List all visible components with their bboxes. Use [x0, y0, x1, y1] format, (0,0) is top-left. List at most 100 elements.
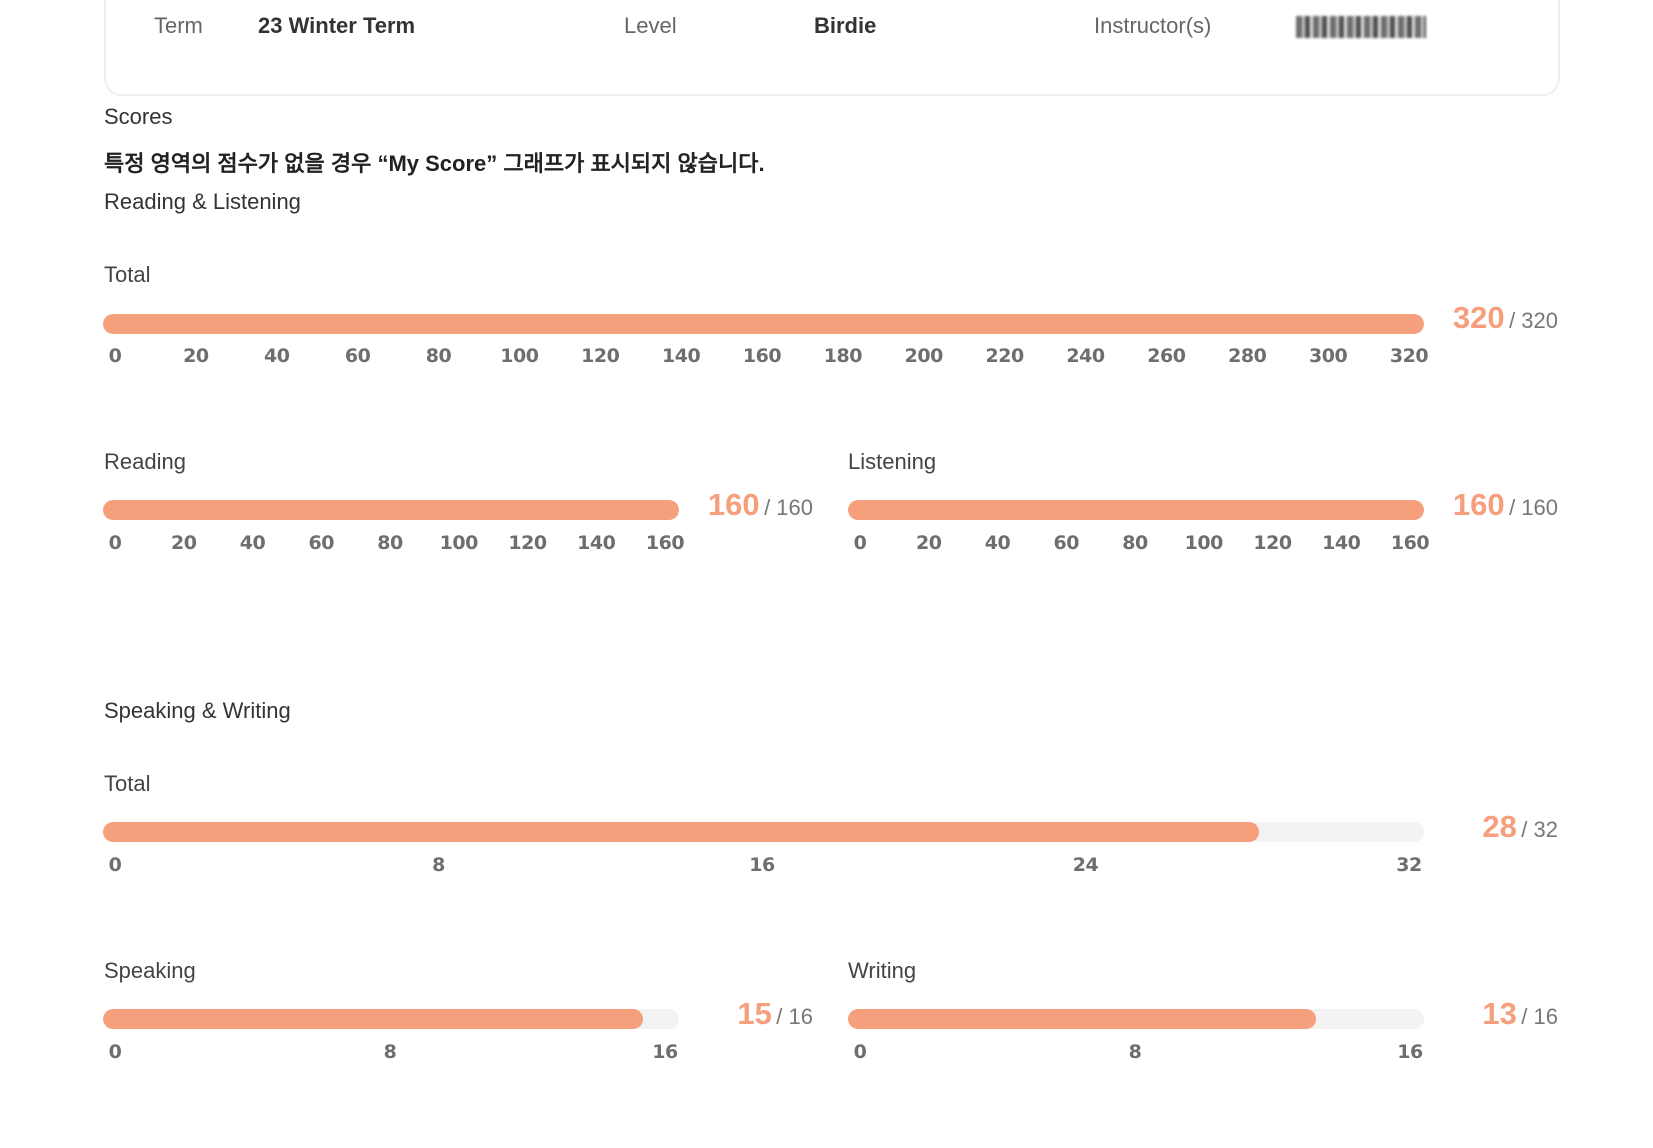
level-value: Birdie: [814, 13, 877, 38]
axis-tick-label: 140: [1322, 532, 1361, 554]
axis-tick-label: 60: [1053, 532, 1080, 554]
listening-track: [848, 500, 1424, 520]
reading-score-max: / 160: [764, 495, 813, 520]
axis-tick-label: 100: [500, 345, 539, 367]
axis-tick-label: 300: [1309, 345, 1348, 367]
axis-tick-label: 8: [1128, 1041, 1142, 1063]
axis-tick-label: 320: [1389, 345, 1429, 367]
sw-total-track: [103, 822, 1424, 842]
reading-score: 160 / 160: [708, 487, 813, 523]
axis-tick-label: 8: [383, 1041, 397, 1063]
axis-tick-label: 140: [577, 532, 616, 554]
rl-total-score-max: / 320: [1509, 308, 1558, 333]
sw-total-score-value: 28: [1482, 809, 1517, 844]
rl-total-track: [103, 314, 1424, 334]
writing-score-value: 13: [1482, 996, 1517, 1031]
reading-fill: [103, 500, 679, 520]
instructor-name-redacted: [1296, 16, 1426, 38]
sw-total-score: 28 / 32: [1482, 809, 1558, 845]
instructor-label: Instructor(s): [1094, 13, 1212, 38]
rl-total-axis: 0 20 40 60 80 100 120 140 160 180 200 220 240 260 280 3…: [109, 345, 1429, 369]
axis-tick-label: 140: [662, 345, 701, 367]
sw-total-fill: [103, 822, 1259, 842]
axis-tick-label: 0: [108, 1041, 122, 1063]
axis-tick-label: 80: [1122, 532, 1148, 554]
section-title-reading-listening: Reading & Listening: [104, 189, 301, 214]
speaking-score: 15 / 16: [737, 996, 813, 1032]
axis-tick-label: 160: [742, 345, 782, 367]
axis-tick-label: 200: [904, 345, 944, 367]
axis-tick-label: 20: [916, 532, 942, 554]
listening-score-value: 160: [1452, 487, 1505, 522]
axis-tick-label: 100: [1184, 532, 1224, 554]
axis-tick-label: 40: [239, 532, 266, 554]
axis-tick-label: 160: [1390, 532, 1430, 554]
listening-axis: 0 20 40 60 80 100 120 140 160: [854, 532, 1430, 556]
writing-score-max: / 16: [1521, 1004, 1558, 1029]
rl-total-score-value: 320: [1452, 300, 1505, 335]
axis-tick-label: 120: [581, 345, 620, 367]
speaking-axis: 0 8 16: [109, 1041, 679, 1065]
axis-tick-label: 220: [985, 345, 1025, 367]
axis-tick-label: 32: [1396, 854, 1422, 876]
axis-tick-label: 240: [1066, 345, 1105, 367]
axis-tick-label: 8: [432, 854, 445, 876]
axis-tick-label: 120: [1253, 532, 1292, 554]
term-info-card: Term 23 Winter Term Level Birdie Instruc…: [104, 0, 1560, 96]
writing-score: 13 / 16: [1482, 996, 1558, 1032]
writing-axis: 0 8 16: [854, 1041, 1424, 1065]
axis-tick-label: 160: [645, 532, 685, 554]
axis-tick-label: 0: [853, 532, 867, 554]
speaking-label: Speaking: [104, 958, 196, 983]
reading-axis: 0 20 40 60 80 100 120 140 160: [109, 532, 685, 556]
scores-notice: 특정 영역의 점수가 없을 경우 “My Score” 그래프가 표시되지 않습…: [104, 151, 765, 176]
axis-tick-label: 16: [749, 854, 775, 876]
level-label: Level: [624, 13, 677, 38]
sw-total-score-max: / 32: [1521, 817, 1558, 842]
axis-tick-label: 20: [171, 532, 197, 554]
axis-tick-label: 0: [108, 854, 122, 876]
scores-title: Scores: [104, 104, 173, 129]
axis-tick-label: 100: [439, 532, 479, 554]
axis-tick-label: 120: [508, 532, 547, 554]
speaking-score-max: / 16: [776, 1004, 813, 1029]
axis-tick-label: 260: [1147, 345, 1186, 367]
listening-score: 160 / 160: [1453, 487, 1558, 523]
sw-total-axis: 0 8 16 24 32: [109, 854, 1423, 878]
axis-tick-label: 80: [425, 345, 452, 367]
axis-tick-label: 80: [377, 532, 403, 554]
term-value: 23 Winter Term: [258, 13, 416, 38]
axis-tick-label: 60: [344, 345, 371, 367]
section-title-speaking-writing: Speaking & Writing: [104, 698, 291, 723]
writing-fill: [848, 1009, 1316, 1029]
writing-label: Writing: [848, 958, 917, 983]
axis-tick-label: 0: [108, 532, 122, 554]
axis-tick-label: 40: [984, 532, 1011, 554]
axis-tick-label: 60: [308, 532, 335, 554]
rl-total-score: 320 / 320: [1453, 300, 1558, 336]
listening-score-max: / 160: [1509, 495, 1558, 520]
rl-total-label: Total: [104, 262, 151, 287]
listening-label: Listening: [848, 449, 937, 474]
reading-track: [103, 500, 679, 520]
speaking-score-value: 15: [737, 996, 772, 1031]
rl-total-fill: [103, 314, 1424, 334]
reading-label: Reading: [104, 449, 186, 474]
axis-tick-label: 280: [1228, 345, 1267, 367]
axis-tick-label: 16: [1397, 1041, 1423, 1063]
axis-tick-label: 0: [108, 345, 122, 367]
speaking-fill: [103, 1009, 643, 1029]
listening-fill: [848, 500, 1424, 520]
axis-tick-label: 180: [823, 345, 863, 367]
term-label: Term: [154, 13, 203, 38]
axis-tick-label: 40: [264, 345, 290, 367]
sw-total-label: Total: [104, 771, 151, 796]
axis-tick-label: 24: [1072, 854, 1099, 876]
writing-track: [848, 1009, 1424, 1029]
speaking-track: [103, 1009, 679, 1029]
axis-tick-label: 20: [183, 345, 209, 367]
reading-score-value: 160: [707, 487, 760, 522]
axis-tick-label: 16: [652, 1041, 678, 1063]
axis-tick-label: 0: [853, 1041, 867, 1063]
